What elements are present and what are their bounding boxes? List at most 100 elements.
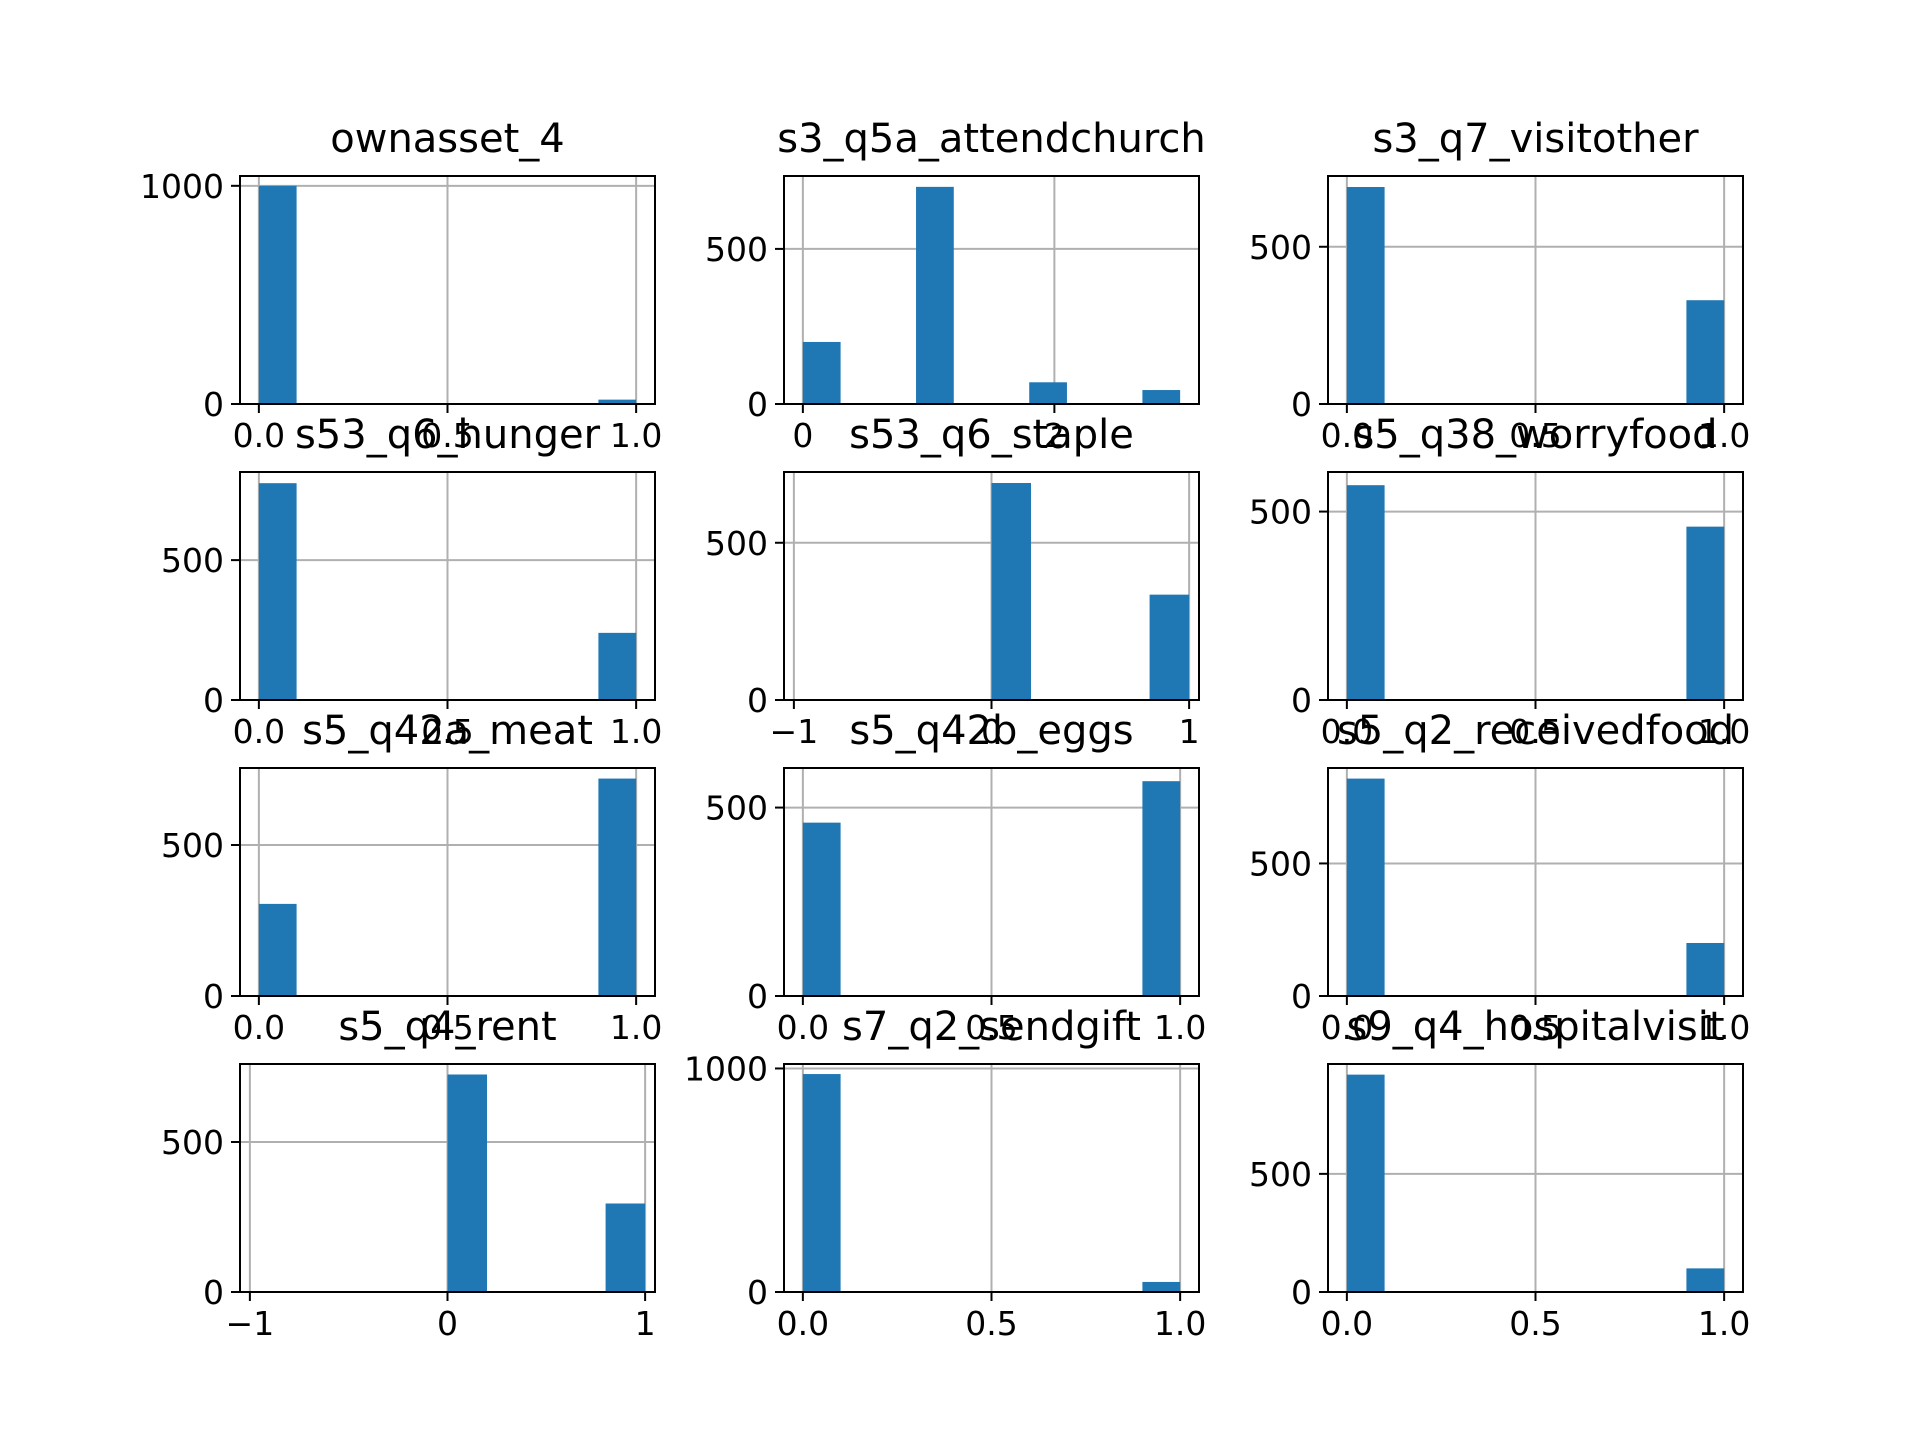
y-tick-label: 500: [1249, 493, 1312, 532]
x-tick-label: −1: [226, 1304, 275, 1343]
y-tick-label: 500: [1249, 1155, 1312, 1194]
subplot-title: s3_q5a_attendchurch: [777, 116, 1205, 162]
subplot-title: s5_q42a_meat: [302, 708, 593, 754]
y-tick-label: 0: [203, 1273, 224, 1312]
x-tick-label: 0.0: [233, 712, 285, 751]
histogram-bar: [1346, 187, 1385, 404]
histogram-bar: [802, 822, 841, 996]
x-tick-label: 0.0: [1321, 1008, 1373, 1047]
x-tick-label: 1.0: [610, 1008, 662, 1047]
x-tick-label: 2: [1044, 416, 1065, 455]
subplot-title: s53_q6_staple: [849, 412, 1134, 458]
x-tick-label: 0.0: [233, 1008, 285, 1047]
x-tick-label: 0.5: [421, 1008, 473, 1047]
y-tick-label: 0: [1291, 977, 1312, 1016]
subplot-7: 0.0 0.5 1.0 0 500 s5_q42a_meat: [161, 708, 662, 1047]
histogram-bar: [258, 483, 297, 700]
y-tick-label: 0: [1291, 681, 1312, 720]
x-tick-label: 0: [792, 416, 813, 455]
histogram-bar: [605, 1203, 646, 1292]
y-tick-label: 500: [161, 541, 224, 580]
y-tick-label: 0: [1291, 1273, 1312, 1312]
x-tick-label: 0.0: [1321, 712, 1373, 751]
x-tick-label: 0.5: [1509, 712, 1561, 751]
subplot-6: 0.0 0.5 1.0 0 500 s5_q38_worryfood: [1249, 412, 1750, 751]
y-tick-label: 500: [705, 789, 768, 828]
subplot-1: 0.0 0.5 1.0 0 1000 ownasset_4: [140, 116, 662, 455]
x-tick-label: 0.0: [777, 1304, 829, 1343]
histogram-bar: [1686, 526, 1725, 700]
subplot-title: s5_q4_rent: [338, 1004, 556, 1050]
x-tick-label: 0.5: [965, 1008, 1017, 1047]
histogram-bar: [1686, 1268, 1725, 1292]
histogram-bar: [1142, 390, 1181, 404]
subplot-title: ownasset_4: [330, 116, 564, 162]
x-tick-label: 1.0: [610, 712, 662, 751]
x-tick-label: 1.0: [1698, 1304, 1750, 1343]
x-tick-label: 0.0: [233, 416, 285, 455]
y-tick-label: 500: [705, 230, 768, 269]
y-tick-label: 500: [1249, 844, 1312, 883]
subplot-title: s5_q38_worryfood: [1353, 412, 1717, 458]
histogram-bar: [802, 341, 841, 404]
subplot-3: 0.0 0.5 1.0 0 500 s3_q7_visitother: [1249, 116, 1750, 455]
x-tick-label: −1: [770, 712, 819, 751]
histogram-bar: [258, 903, 297, 996]
subplot-5: −1 0 1 0 500 s53_q6_staple: [705, 412, 1200, 751]
histogram-bar: [1346, 1074, 1385, 1292]
subplot-title: s5_q42b_eggs: [849, 708, 1133, 754]
x-tick-label: 1: [635, 1304, 656, 1343]
subplot-title: s9_q4_hospitalvisit: [1346, 1004, 1724, 1050]
subplot-11: 0.0 0.5 1.0 0 1000 s7_q2_sendgift: [684, 1004, 1206, 1343]
x-tick-label: 0.5: [421, 712, 473, 751]
y-tick-label: 500: [161, 826, 224, 865]
y-tick-label: 0: [203, 385, 224, 424]
histogram-bar: [1149, 594, 1190, 700]
x-tick-label: 1.0: [610, 416, 662, 455]
y-tick-label: 0: [747, 977, 768, 1016]
x-tick-label: 0.5: [1509, 1008, 1561, 1047]
histogram-bar: [598, 778, 637, 996]
histogram-bar: [258, 185, 297, 404]
x-tick-label: 0.5: [421, 416, 473, 455]
x-tick-label: 0.0: [1321, 416, 1373, 455]
x-tick-label: 0: [437, 1304, 458, 1343]
subplot-12: 0.0 0.5 1.0 0 500 s9_q4_hospitalvisit: [1249, 1004, 1750, 1343]
x-tick-label: 0.0: [777, 1008, 829, 1047]
subplot-9: 0.0 0.5 1.0 0 500 s5_q2_receivedfood: [1249, 708, 1750, 1047]
histogram-bar: [598, 399, 637, 404]
x-tick-label: 1.0: [1698, 712, 1750, 751]
x-tick-label: 0.5: [965, 1304, 1017, 1343]
axes-frame: [783, 175, 1200, 405]
x-tick-label: 0.5: [1509, 1304, 1561, 1343]
subplot-8: 0.0 0.5 1.0 0 500 s5_q42b_eggs: [705, 708, 1206, 1047]
x-tick-label: 0: [981, 712, 1002, 751]
y-tick-label: 1000: [684, 1049, 768, 1088]
subplot-title: s7_q2_sendgift: [842, 1004, 1141, 1050]
y-tick-label: 0: [203, 977, 224, 1016]
histogram-bar: [447, 1074, 488, 1292]
y-tick-label: 0: [203, 681, 224, 720]
subplot-title: s53_q6_hunger: [295, 412, 601, 458]
subplot-title: s5_q2_receivedfood: [1337, 708, 1734, 754]
histogram-bar: [1142, 1281, 1181, 1292]
x-tick-label: 1.0: [1154, 1304, 1206, 1343]
y-tick-label: 1000: [140, 167, 224, 206]
histogram-bar: [1029, 382, 1067, 404]
x-tick-label: 0.5: [1509, 416, 1561, 455]
y-tick-label: 500: [1249, 228, 1312, 267]
y-tick-label: 500: [705, 524, 768, 563]
histogram-bar: [1686, 300, 1725, 404]
x-tick-label: 0.0: [1321, 1304, 1373, 1343]
x-tick-label: 1.0: [1698, 1008, 1750, 1047]
y-tick-label: 500: [161, 1123, 224, 1162]
histogram-bar: [1686, 942, 1725, 996]
x-tick-label: 1: [1179, 712, 1200, 751]
subplot-2: 0 2 0 500 s3_q5a_attendchurch: [705, 116, 1206, 455]
histogram-bar: [991, 483, 1032, 700]
subplot-title: s3_q7_visitother: [1372, 116, 1699, 162]
histogram-bar: [598, 632, 637, 700]
x-tick-label: 1.0: [1698, 416, 1750, 455]
